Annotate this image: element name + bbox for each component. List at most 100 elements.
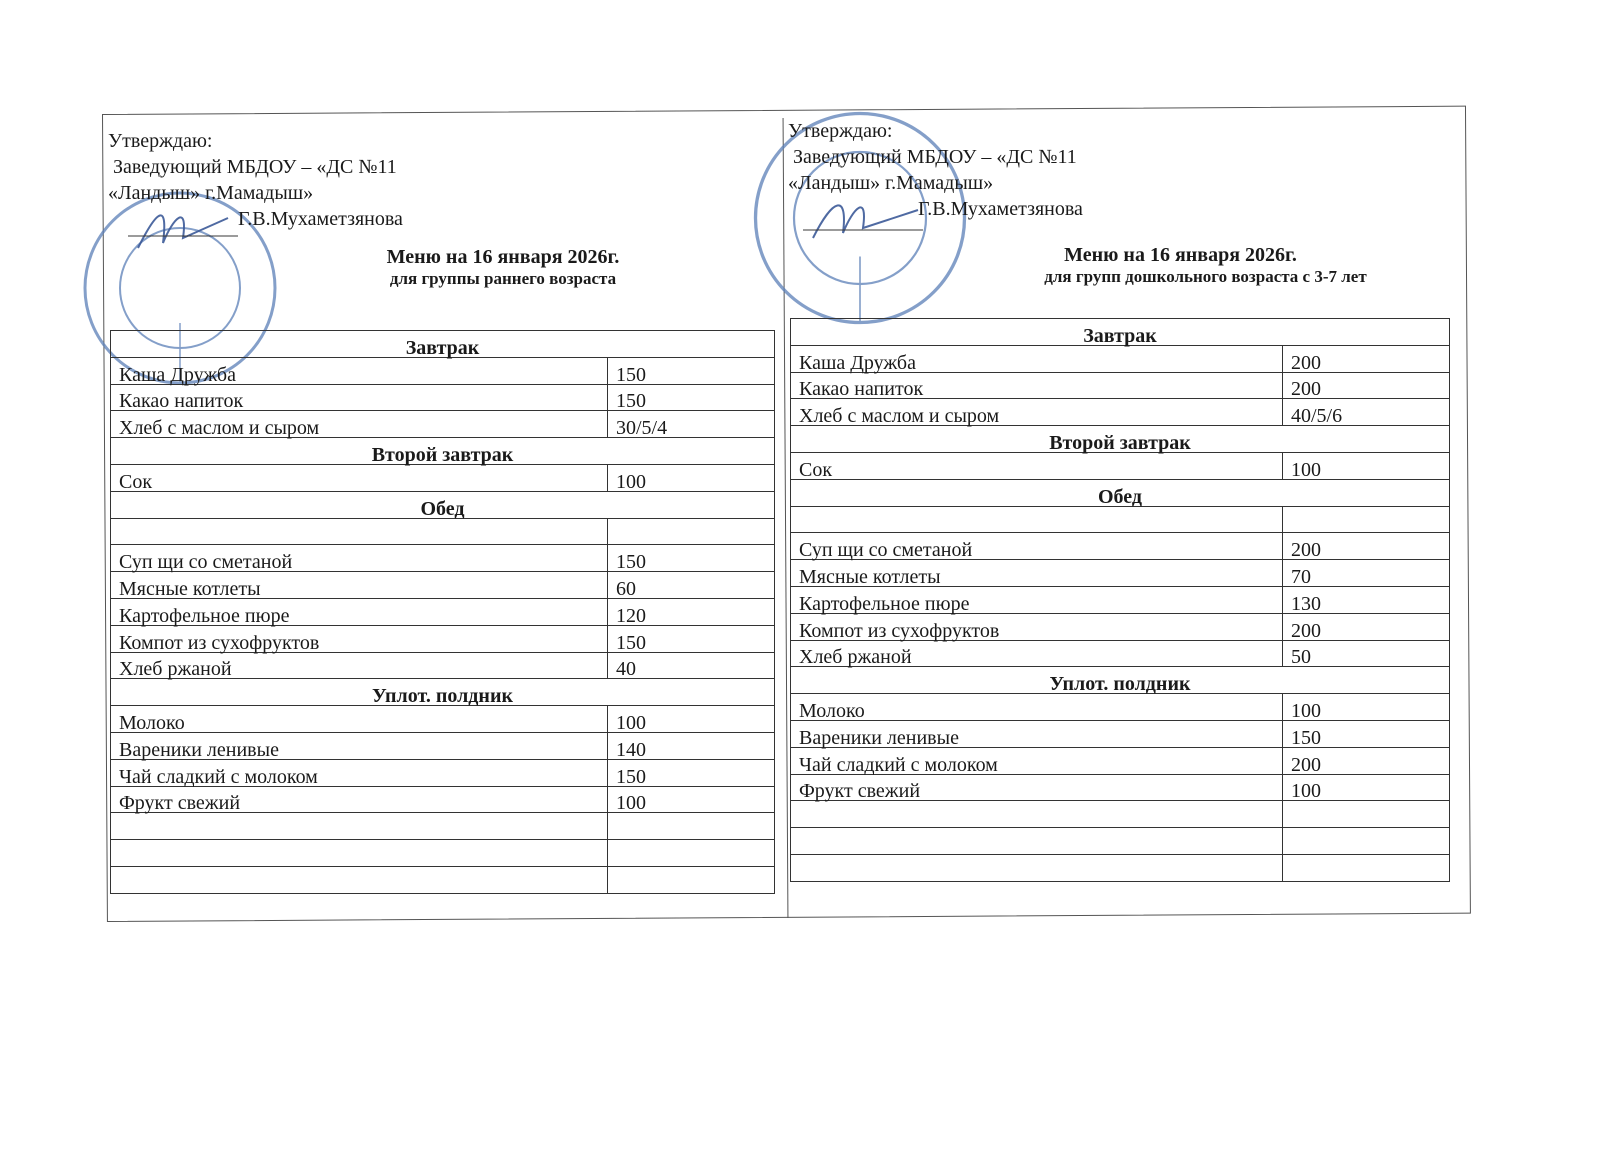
dish-name: [110, 517, 608, 546]
section-title: Завтрак: [110, 330, 775, 358]
dish-name: Хлеб ржаной: [110, 651, 608, 680]
section-title: Обед: [790, 478, 1450, 507]
table-row: Вареники ленивые 150: [790, 719, 1450, 748]
table-row: Вареники ленивые 140: [110, 731, 775, 760]
menu-title: Меню на 16 января 2026г.: [1064, 244, 1297, 266]
section-header-row: Обед: [790, 478, 1450, 507]
table-row: Какао напиток 150: [110, 383, 775, 412]
dish-name: Хлеб ржаной: [790, 639, 1283, 668]
portion-size: 130: [1282, 585, 1450, 614]
dish-name: Картофельное пюре: [790, 585, 1283, 614]
table-row: Какао напиток 200: [790, 371, 1450, 400]
menu-panel-early-age: Утверждаю: Заведующий МБДОУ – «ДС №11 «Л…: [83, 128, 778, 894]
dish-name: [790, 827, 1283, 855]
signature-icon: [128, 214, 238, 249]
section-title: Обед: [110, 490, 775, 519]
table-row: Мясные котлеты 60: [110, 571, 775, 599]
section-header-row: Второй завтрак: [790, 425, 1450, 453]
table-row: Чай сладкий с молоком 200: [790, 746, 1450, 775]
dish-name: [790, 853, 1283, 882]
table-row: Сок 100: [110, 463, 775, 492]
section-header-row: Второй завтрак: [110, 437, 775, 465]
portion-size: 100: [607, 705, 775, 733]
table-row: [790, 800, 1450, 829]
table-row: Картофельное пюре 120: [110, 597, 775, 626]
dish-name: Суп щи со сметаной: [110, 544, 608, 573]
portion-size: [1282, 853, 1450, 882]
dish-name: Хлеб с маслом и сыром: [790, 398, 1283, 427]
table-row: [790, 505, 1450, 534]
table-row: Компот из сухофруктов 200: [790, 612, 1450, 641]
portion-size: 150: [607, 356, 775, 385]
table-row: [110, 865, 775, 894]
section-header-row: Завтрак: [110, 330, 775, 358]
portion-size: 30/5/4: [607, 410, 775, 439]
section-title: Второй завтрак: [790, 425, 1450, 453]
dish-name: Суп щи со сметаной: [790, 532, 1283, 561]
menu-subtitle: для группы раннего возраста: [389, 269, 617, 288]
table-row: Каша Дружба 150: [110, 356, 775, 385]
portion-size: 200: [1282, 612, 1450, 641]
table-row: Сок 100: [790, 451, 1450, 480]
portion-size: [607, 517, 775, 546]
section-header-row: Завтрак: [790, 318, 1450, 346]
table-row: Фрукт свежий 100: [790, 773, 1450, 802]
portion-size: 100: [1282, 693, 1450, 721]
section-title: Уплот. полдник: [110, 678, 775, 707]
table-row: Молоко 100: [110, 705, 775, 733]
menu-table: Завтрак Каша Дружба 200 Какао напиток 200 Хле…: [790, 318, 1450, 882]
portion-size: 70: [1282, 559, 1450, 587]
approval-position: Заведующий МБДОУ – «ДС №11: [793, 146, 1077, 168]
portion-size: 150: [607, 544, 775, 573]
table-row: Мясные котлеты 70: [790, 559, 1450, 587]
menu-table: Завтрак Каша Дружба 150 Какао напиток 150 Хле…: [110, 330, 775, 894]
section-header-row: Уплот. полдник: [790, 666, 1450, 695]
dish-name: Фрукт свежий: [110, 785, 608, 814]
table-row: Фрукт свежий 100: [110, 785, 775, 814]
table-row: Хлеб с маслом и сыром 40/5/6: [790, 398, 1450, 427]
portion-size: [1282, 827, 1450, 855]
approval-label: Утверждаю:: [788, 120, 893, 142]
portion-size: 150: [1282, 719, 1450, 748]
dish-name: Вареники ленивые: [110, 731, 608, 760]
portion-size: 150: [607, 624, 775, 653]
table-row: Суп щи со сметаной 200: [790, 532, 1450, 561]
table-row: Хлеб ржаной 40: [110, 651, 775, 680]
approval-signatory: Г.В.Мухаметзянова: [238, 208, 403, 230]
approval-position: Заведующий МБДОУ – «ДС №11: [113, 156, 397, 178]
dish-name: Сок: [790, 451, 1283, 480]
dish-name: Фрукт свежий: [790, 773, 1283, 802]
portion-size: [607, 865, 775, 894]
table-row: [110, 812, 775, 841]
dish-name: [790, 505, 1283, 534]
approval-block: Утверждаю: Заведующий МБДОУ – «ДС №11 «Л…: [108, 128, 778, 232]
table-row: Молоко 100: [790, 693, 1450, 721]
menu-subtitle: для групп дошкольного возраста с 3-7 лет: [1044, 267, 1367, 286]
dish-name: Компот из сухофруктов: [790, 612, 1283, 641]
portion-size: 200: [1282, 746, 1450, 775]
table-row: Хлеб с маслом и сыром 30/5/4: [110, 410, 775, 439]
table-row: [790, 853, 1450, 882]
approval-institution: «Ландыш» г.Мамадыш»: [108, 182, 314, 204]
approval-block: Утверждаю: Заведующий МБДОУ – «ДС №11 «Л…: [788, 118, 1453, 222]
portion-size: [1282, 800, 1450, 829]
dish-name: Компот из сухофруктов: [110, 624, 608, 653]
menu-title: Меню на 16 января 2026г.: [386, 246, 620, 268]
dish-name: Хлеб с маслом и сыром: [110, 410, 608, 439]
portion-size: 150: [607, 758, 775, 787]
dish-name: Какао напиток: [110, 383, 608, 412]
dish-name: [110, 812, 608, 841]
portion-size: 200: [1282, 344, 1450, 373]
portion-size: 150: [607, 383, 775, 412]
portion-size: [607, 839, 775, 867]
section-title: Завтрак: [790, 318, 1450, 346]
dish-name: Молоко: [110, 705, 608, 733]
dish-name: Каша Дружба: [110, 356, 608, 385]
table-row: [110, 517, 775, 546]
portion-size: 100: [607, 463, 775, 492]
dish-name: Мясные котлеты: [790, 559, 1283, 587]
dish-name: Молоко: [790, 693, 1283, 721]
portion-size: 60: [607, 571, 775, 599]
dish-name: Чай сладкий с молоком: [790, 746, 1283, 775]
table-row: [790, 827, 1450, 855]
